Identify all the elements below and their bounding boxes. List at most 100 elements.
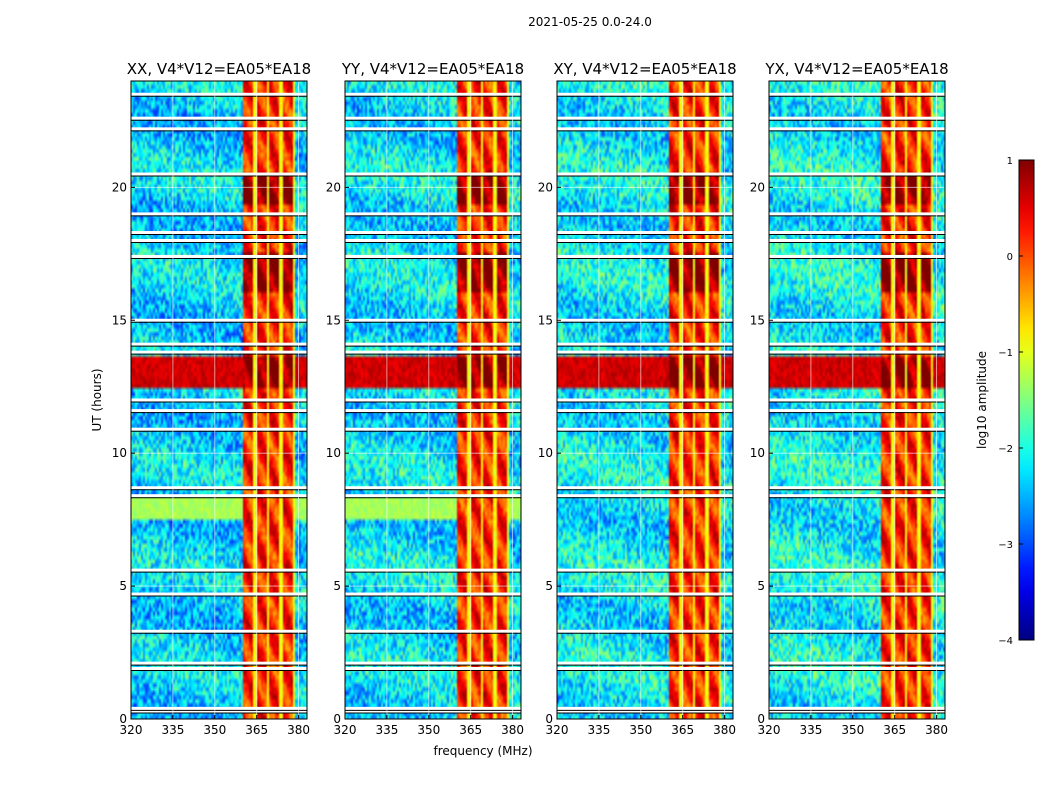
flagged-row [557, 494, 733, 498]
flagged-row [131, 239, 307, 242]
flagged-row [557, 709, 733, 713]
x-tick-label: 380 [501, 723, 524, 737]
flagged-row [345, 127, 521, 131]
y-tick-label: 15 [538, 313, 553, 327]
panel-title: YX, V4*V12=EA05*EA18 [764, 60, 948, 78]
flagged-row [557, 92, 733, 96]
flagged-row [131, 661, 307, 665]
flagged-row [131, 592, 307, 596]
flagged-row [557, 127, 733, 131]
flagged-row [131, 92, 307, 96]
flagged-row [557, 592, 733, 596]
flagged-row [769, 350, 945, 354]
y-tick-label: 5 [333, 579, 341, 593]
flagged-row [345, 172, 521, 176]
panel-frame [130, 80, 308, 720]
flagged-row [131, 231, 307, 235]
flagged-row [557, 239, 733, 242]
y-tick-label: 5 [119, 579, 127, 593]
y-axis-label: UT (hours) [90, 368, 104, 431]
flagged-row [557, 254, 733, 258]
flagged-row [345, 92, 521, 96]
flagged-row [769, 486, 945, 490]
flagged-row [557, 116, 733, 120]
flagged-row [769, 661, 945, 665]
flagged-row [131, 172, 307, 176]
flagged-row [769, 172, 945, 176]
y-tick-label: 15 [750, 313, 765, 327]
panel-frame [344, 80, 522, 720]
flagged-row [131, 254, 307, 258]
flagged-row [769, 427, 945, 431]
flagged-row [769, 666, 945, 670]
x-tick-label: 365 [883, 723, 906, 737]
y-tick-label: 0 [545, 712, 553, 726]
flagged-row [769, 592, 945, 596]
x-tick-label: 380 [713, 723, 736, 737]
flagged-row [769, 254, 945, 258]
flagged-row [345, 239, 521, 242]
y-tick-label: 10 [538, 446, 553, 460]
panel-frame [768, 80, 946, 720]
x-tick-label: 350 [629, 723, 652, 737]
x-tick-label: 350 [841, 723, 864, 737]
flagged-row [131, 409, 307, 413]
y-tick-label: 20 [326, 180, 341, 194]
flagged-row [769, 239, 945, 242]
flagged-row [769, 494, 945, 498]
flagged-row [557, 212, 733, 216]
flagged-row [345, 494, 521, 498]
flagged-row [557, 350, 733, 354]
y-tick-label: 20 [112, 180, 127, 194]
flagged-row [345, 592, 521, 596]
flagged-row [131, 706, 307, 710]
flagged-row [345, 666, 521, 670]
flagged-row [131, 350, 307, 354]
flagged-row [769, 342, 945, 346]
flagged-row [131, 486, 307, 490]
colorbar-tick-label: −3 [998, 540, 1013, 551]
colorbar-tick-label: −2 [998, 444, 1013, 455]
y-tick-label: 10 [112, 446, 127, 460]
flagged-row [345, 350, 521, 354]
flagged-row [345, 629, 521, 633]
flagged-row [769, 409, 945, 413]
flagged-row [345, 661, 521, 665]
flagged-row [345, 427, 521, 431]
flagged-row [345, 486, 521, 490]
flagged-row [557, 231, 733, 235]
flagged-row [131, 666, 307, 670]
flagged-row [557, 661, 733, 665]
y-tick-label: 15 [112, 313, 127, 327]
flagged-row [345, 398, 521, 402]
flagged-row [345, 706, 521, 710]
panel-title: XY, V4*V12=EA05*EA18 [553, 60, 736, 78]
flagged-row [345, 342, 521, 346]
y-tick-label: 5 [545, 579, 553, 593]
panels-group: XX, V4*V12=EA05*EA18 320 335 350 365 380 0 5 10 1… [112, 60, 949, 737]
flagged-row [345, 212, 521, 216]
flagged-row [557, 666, 733, 670]
colorbar-tick-label: 1 [1007, 156, 1013, 167]
y-tick-label: 10 [750, 446, 765, 460]
colorbar-tick-label: 0 [1007, 252, 1013, 263]
flagged-row [769, 116, 945, 120]
panel-xy: XY, V4*V12=EA05*EA18 320 335 350 365 380 0 5 10 1… [538, 60, 737, 737]
x-tick-label: 335 [161, 723, 184, 737]
flagged-row [557, 398, 733, 402]
colorbar-gradient [1018, 159, 1035, 641]
flagged-row [557, 172, 733, 176]
colorbar-tick-label: −1 [998, 348, 1013, 359]
y-tick-label: 0 [119, 712, 127, 726]
flagged-row [769, 706, 945, 710]
x-tick-label: 365 [671, 723, 694, 737]
flagged-row [769, 231, 945, 235]
flagged-row [131, 127, 307, 131]
x-tick-label: 335 [799, 723, 822, 737]
flagged-row [345, 409, 521, 413]
flagged-row [769, 212, 945, 216]
x-tick-label: 320 [334, 723, 357, 737]
x-tick-label: 320 [120, 723, 143, 737]
flagged-row [345, 568, 521, 572]
x-tick-label: 380 [287, 723, 310, 737]
